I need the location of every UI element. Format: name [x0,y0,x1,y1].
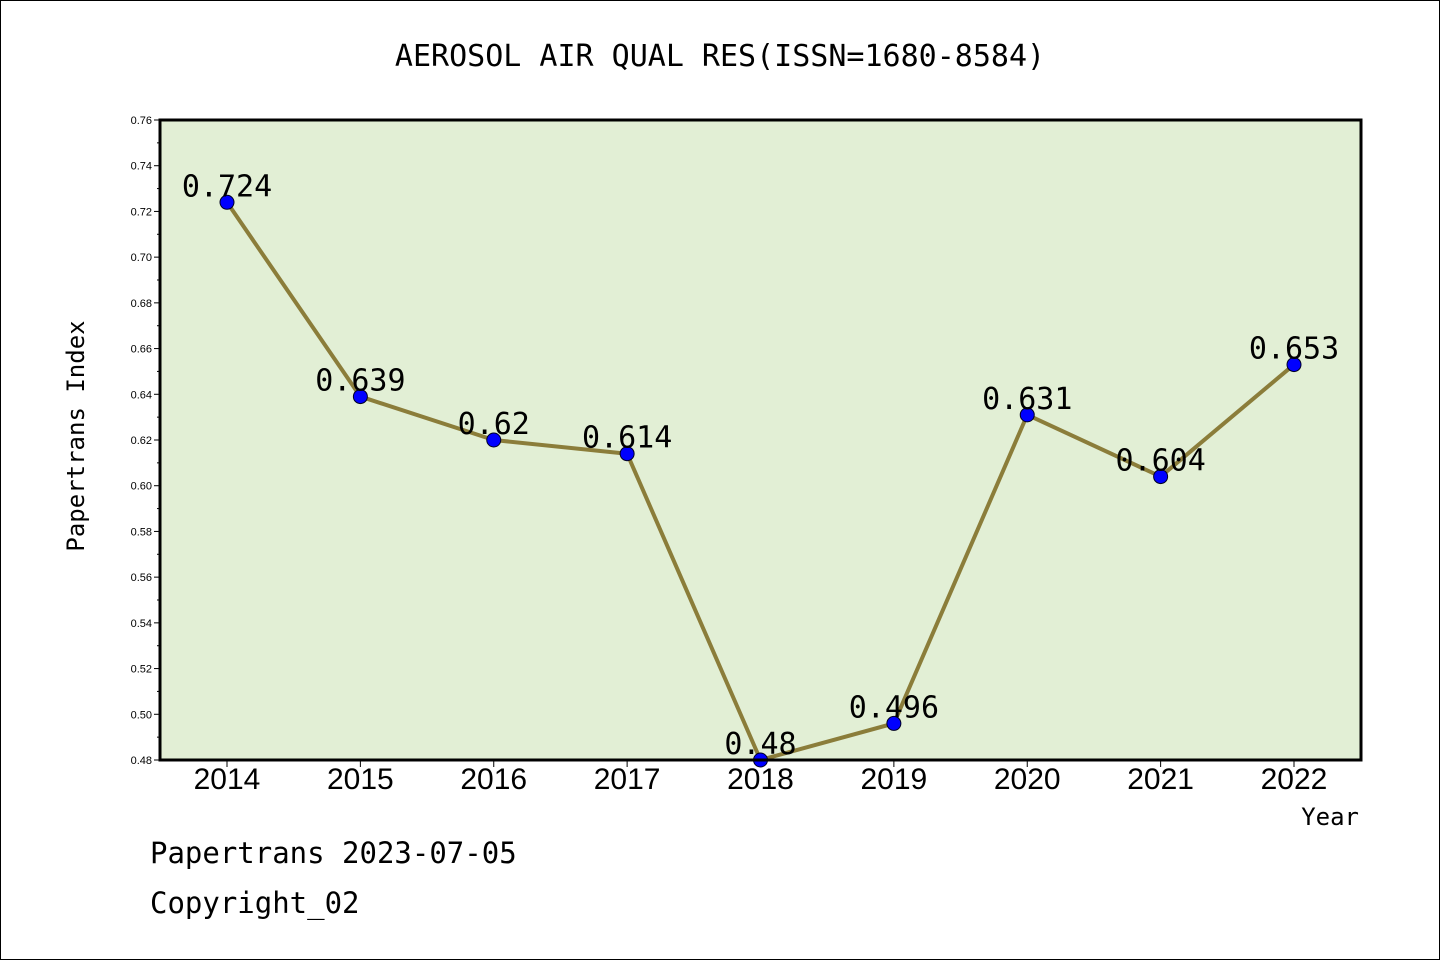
data-label: 0.604 [1115,444,1205,479]
data-label: 0.48 [724,727,796,762]
y-tick-label: 0.56 [131,572,152,584]
y-tick-label: 0.48 [131,755,152,767]
y-tick-label: 0.66 [131,344,152,356]
chart-title: AEROSOL AIR QUAL RES(ISSN=1680-8584) [395,39,1045,74]
x-tick-label: 2018 [727,763,794,796]
y-tick-label: 0.76 [131,115,152,127]
y-tick-label: 0.74 [131,161,152,173]
y-tick-label: 0.62 [131,435,152,447]
data-label: 0.614 [582,421,672,456]
x-axis: 2014 2015 2016 2017 2018 2019 2020 2021 2022 [194,760,1328,796]
data-point [219,194,235,210]
y-tick-label: 0.60 [131,481,152,493]
y-axis-label: Papertrans Index [62,320,90,551]
plot-border [158,118,1363,762]
x-tick-label: 2015 [327,763,394,796]
x-tick-label: 2022 [1261,763,1328,796]
x-tick-label: 2016 [460,763,527,796]
y-tick-label: 0.58 [131,526,152,538]
y-tick-label: 0.54 [131,618,152,630]
footer-date: Papertrans 2023-07-05 [150,836,517,870]
data-label: 0.639 [315,364,405,399]
data-label: 0.62 [458,407,530,442]
data-point [1019,407,1035,423]
x-axis-label: Year [1301,803,1359,831]
y-tick-label: 0.70 [131,252,152,264]
data-label: 0.496 [849,690,939,725]
x-tick-label: 2014 [194,763,261,796]
x-tick-label: 2019 [861,763,928,796]
data-point [486,432,502,448]
y-tick-label: 0.68 [131,298,152,310]
data-point [619,446,635,462]
y-axis: 0.48 0.50 0.52 0.54 0.56 0.58 0.60 0.62 0.64 0.66… [131,115,160,767]
data-points [219,194,1302,768]
x-tick-label: 2017 [594,763,661,796]
y-tick-label: 0.52 [131,664,152,676]
data-point [352,389,368,405]
data-point [1153,469,1169,485]
x-tick-label: 2020 [994,763,1061,796]
y-tick-label: 0.50 [131,709,152,721]
data-labels: 0.724 0.639 0.62 0.614 0.48 0.496 0.631 0.604 0.… [182,169,1339,762]
y-tick-label: 0.64 [131,389,152,401]
footer-copyright: Copyright_02 [150,886,360,920]
plot-area [160,120,1361,760]
x-tick-label: 2021 [1127,763,1194,796]
data-label: 0.653 [1249,332,1339,367]
data-point [1286,357,1302,373]
data-point [886,715,902,731]
data-label: 0.631 [982,382,1072,417]
data-label: 0.724 [182,169,272,204]
y-tick-label: 0.72 [131,206,152,218]
